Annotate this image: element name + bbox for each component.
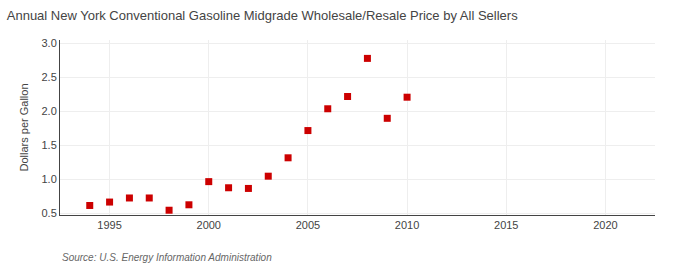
- svg-text:1.5: 1.5: [42, 139, 57, 151]
- svg-text:1995: 1995: [97, 219, 121, 231]
- svg-text:1.0: 1.0: [42, 173, 57, 185]
- svg-text:2015: 2015: [494, 219, 518, 231]
- svg-text:2000: 2000: [197, 219, 221, 231]
- svg-text:2.5: 2.5: [42, 71, 57, 83]
- svg-text:2005: 2005: [296, 219, 320, 231]
- svg-text:3.0: 3.0: [42, 37, 57, 49]
- svg-text:2.0: 2.0: [42, 105, 57, 117]
- svg-text:2020: 2020: [593, 219, 617, 231]
- svg-text:2010: 2010: [395, 219, 419, 231]
- svg-text:Source: U.S. Energy Informatio: Source: U.S. Energy Information Administ…: [62, 252, 272, 263]
- svg-text:Annual New York Conventional G: Annual New York Conventional Gasoline Mi…: [7, 8, 518, 23]
- svg-text:0.5: 0.5: [42, 207, 57, 219]
- svg-text:Dollars per Gallon: Dollars per Gallon: [18, 83, 30, 171]
